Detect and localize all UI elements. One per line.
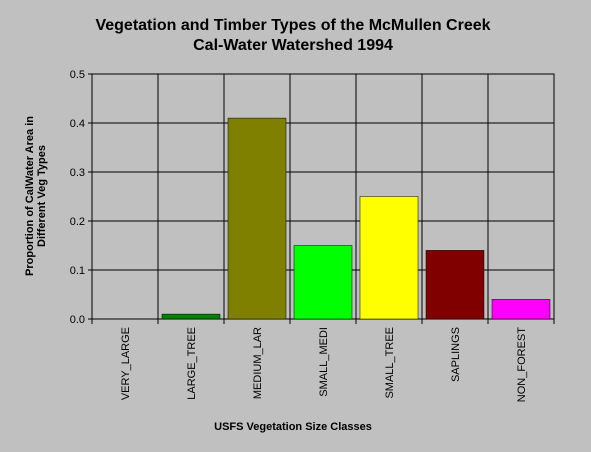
chart-title-line-2: Cal-Water Watershed 1994 (193, 37, 393, 54)
y-tick-label: 0.5 (70, 69, 85, 81)
y-tick-label: 0.2 (70, 216, 85, 228)
x-tick-label: VERY_LARGE (120, 327, 132, 400)
x-tick-label: SAPLINGS (450, 327, 462, 382)
x-tick-label: MEDIUM_LAR (252, 327, 264, 399)
y-axis-label-line-2: Different Veg Types (36, 145, 48, 247)
bars-group (161, 117, 551, 320)
y-axis-label-line-1: Proportion of CalWater Area in (24, 116, 36, 276)
y-tick-label: 0.4 (70, 118, 85, 130)
bar-saplings (425, 250, 485, 320)
y-axis-ticks: 0.0 0.1 0.2 0.3 0.4 0.5 (70, 69, 92, 326)
x-axis-ticks: VERY_LARGE LARGE_TREE MEDIUM_LAR SMALL_MEDI… (91, 319, 555, 402)
y-tick-label: 0.3 (70, 167, 85, 179)
x-tick-label: NON_FOREST (516, 327, 528, 402)
x-tick-label: LARGE_TREE (186, 327, 198, 400)
bar-large_tree (161, 313, 221, 320)
x-tick-label: SMALL_MEDI (318, 327, 330, 397)
chart-title-line-1: Vegetation and Timber Types of the McMul… (95, 17, 490, 34)
y-tick-label: 0.0 (70, 314, 85, 326)
bar-small_tree (359, 196, 419, 320)
y-tick-label: 0.1 (70, 265, 85, 277)
x-axis-label: USFS Vegetation Size Classes (214, 421, 372, 433)
bar-non_forest (491, 299, 551, 320)
bar-medium_lar (227, 117, 287, 320)
x-tick-label: SMALL_TREE (384, 327, 396, 399)
bar-small_medi (293, 245, 353, 320)
